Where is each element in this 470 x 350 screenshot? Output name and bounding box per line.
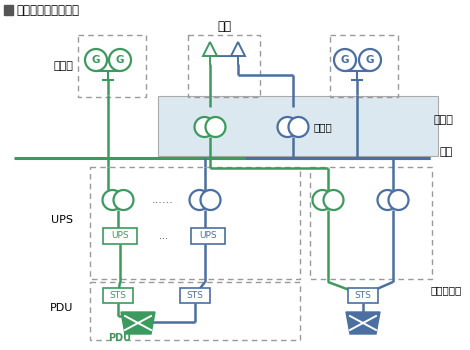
Text: G: G bbox=[116, 55, 124, 65]
Text: 発電機: 発電機 bbox=[53, 61, 73, 71]
Text: UPS: UPS bbox=[199, 231, 217, 240]
Text: ...: ... bbox=[158, 231, 167, 241]
FancyBboxPatch shape bbox=[158, 96, 438, 156]
Circle shape bbox=[313, 190, 332, 210]
Circle shape bbox=[359, 49, 381, 71]
Circle shape bbox=[195, 117, 214, 137]
Text: 引込: 引込 bbox=[217, 20, 231, 33]
FancyBboxPatch shape bbox=[191, 228, 225, 244]
Text: 母線: 母線 bbox=[440, 147, 453, 157]
Text: ......: ...... bbox=[152, 195, 174, 205]
Circle shape bbox=[85, 49, 107, 71]
Text: 電源冗長化の設計例: 電源冗長化の設計例 bbox=[16, 4, 79, 16]
Circle shape bbox=[289, 117, 308, 137]
Text: PDU: PDU bbox=[50, 303, 73, 313]
FancyBboxPatch shape bbox=[103, 228, 137, 244]
Circle shape bbox=[334, 49, 356, 71]
Text: G: G bbox=[341, 55, 349, 65]
Polygon shape bbox=[121, 312, 155, 334]
Circle shape bbox=[102, 190, 123, 210]
Text: PDU: PDU bbox=[109, 333, 132, 343]
FancyBboxPatch shape bbox=[103, 288, 133, 303]
FancyBboxPatch shape bbox=[180, 288, 210, 303]
Text: 変圧器: 変圧器 bbox=[313, 122, 332, 132]
Text: 受変電: 受変電 bbox=[433, 115, 453, 125]
FancyBboxPatch shape bbox=[348, 288, 378, 303]
Text: STS: STS bbox=[354, 291, 371, 300]
Circle shape bbox=[323, 190, 344, 210]
Circle shape bbox=[201, 190, 220, 210]
Circle shape bbox=[109, 49, 131, 71]
Circle shape bbox=[205, 117, 226, 137]
Text: STS: STS bbox=[110, 291, 126, 300]
Polygon shape bbox=[346, 312, 380, 334]
Text: G: G bbox=[366, 55, 374, 65]
Text: UPS: UPS bbox=[111, 231, 129, 240]
Circle shape bbox=[277, 117, 298, 137]
Text: G: G bbox=[92, 55, 100, 65]
Bar bbox=[4, 5, 13, 15]
Text: UPS: UPS bbox=[51, 215, 73, 225]
Circle shape bbox=[113, 190, 133, 210]
Circle shape bbox=[377, 190, 398, 210]
Circle shape bbox=[189, 190, 210, 210]
Circle shape bbox=[389, 190, 408, 210]
Text: 空調動力盤: 空調動力盤 bbox=[431, 285, 462, 295]
Text: STS: STS bbox=[187, 291, 204, 300]
